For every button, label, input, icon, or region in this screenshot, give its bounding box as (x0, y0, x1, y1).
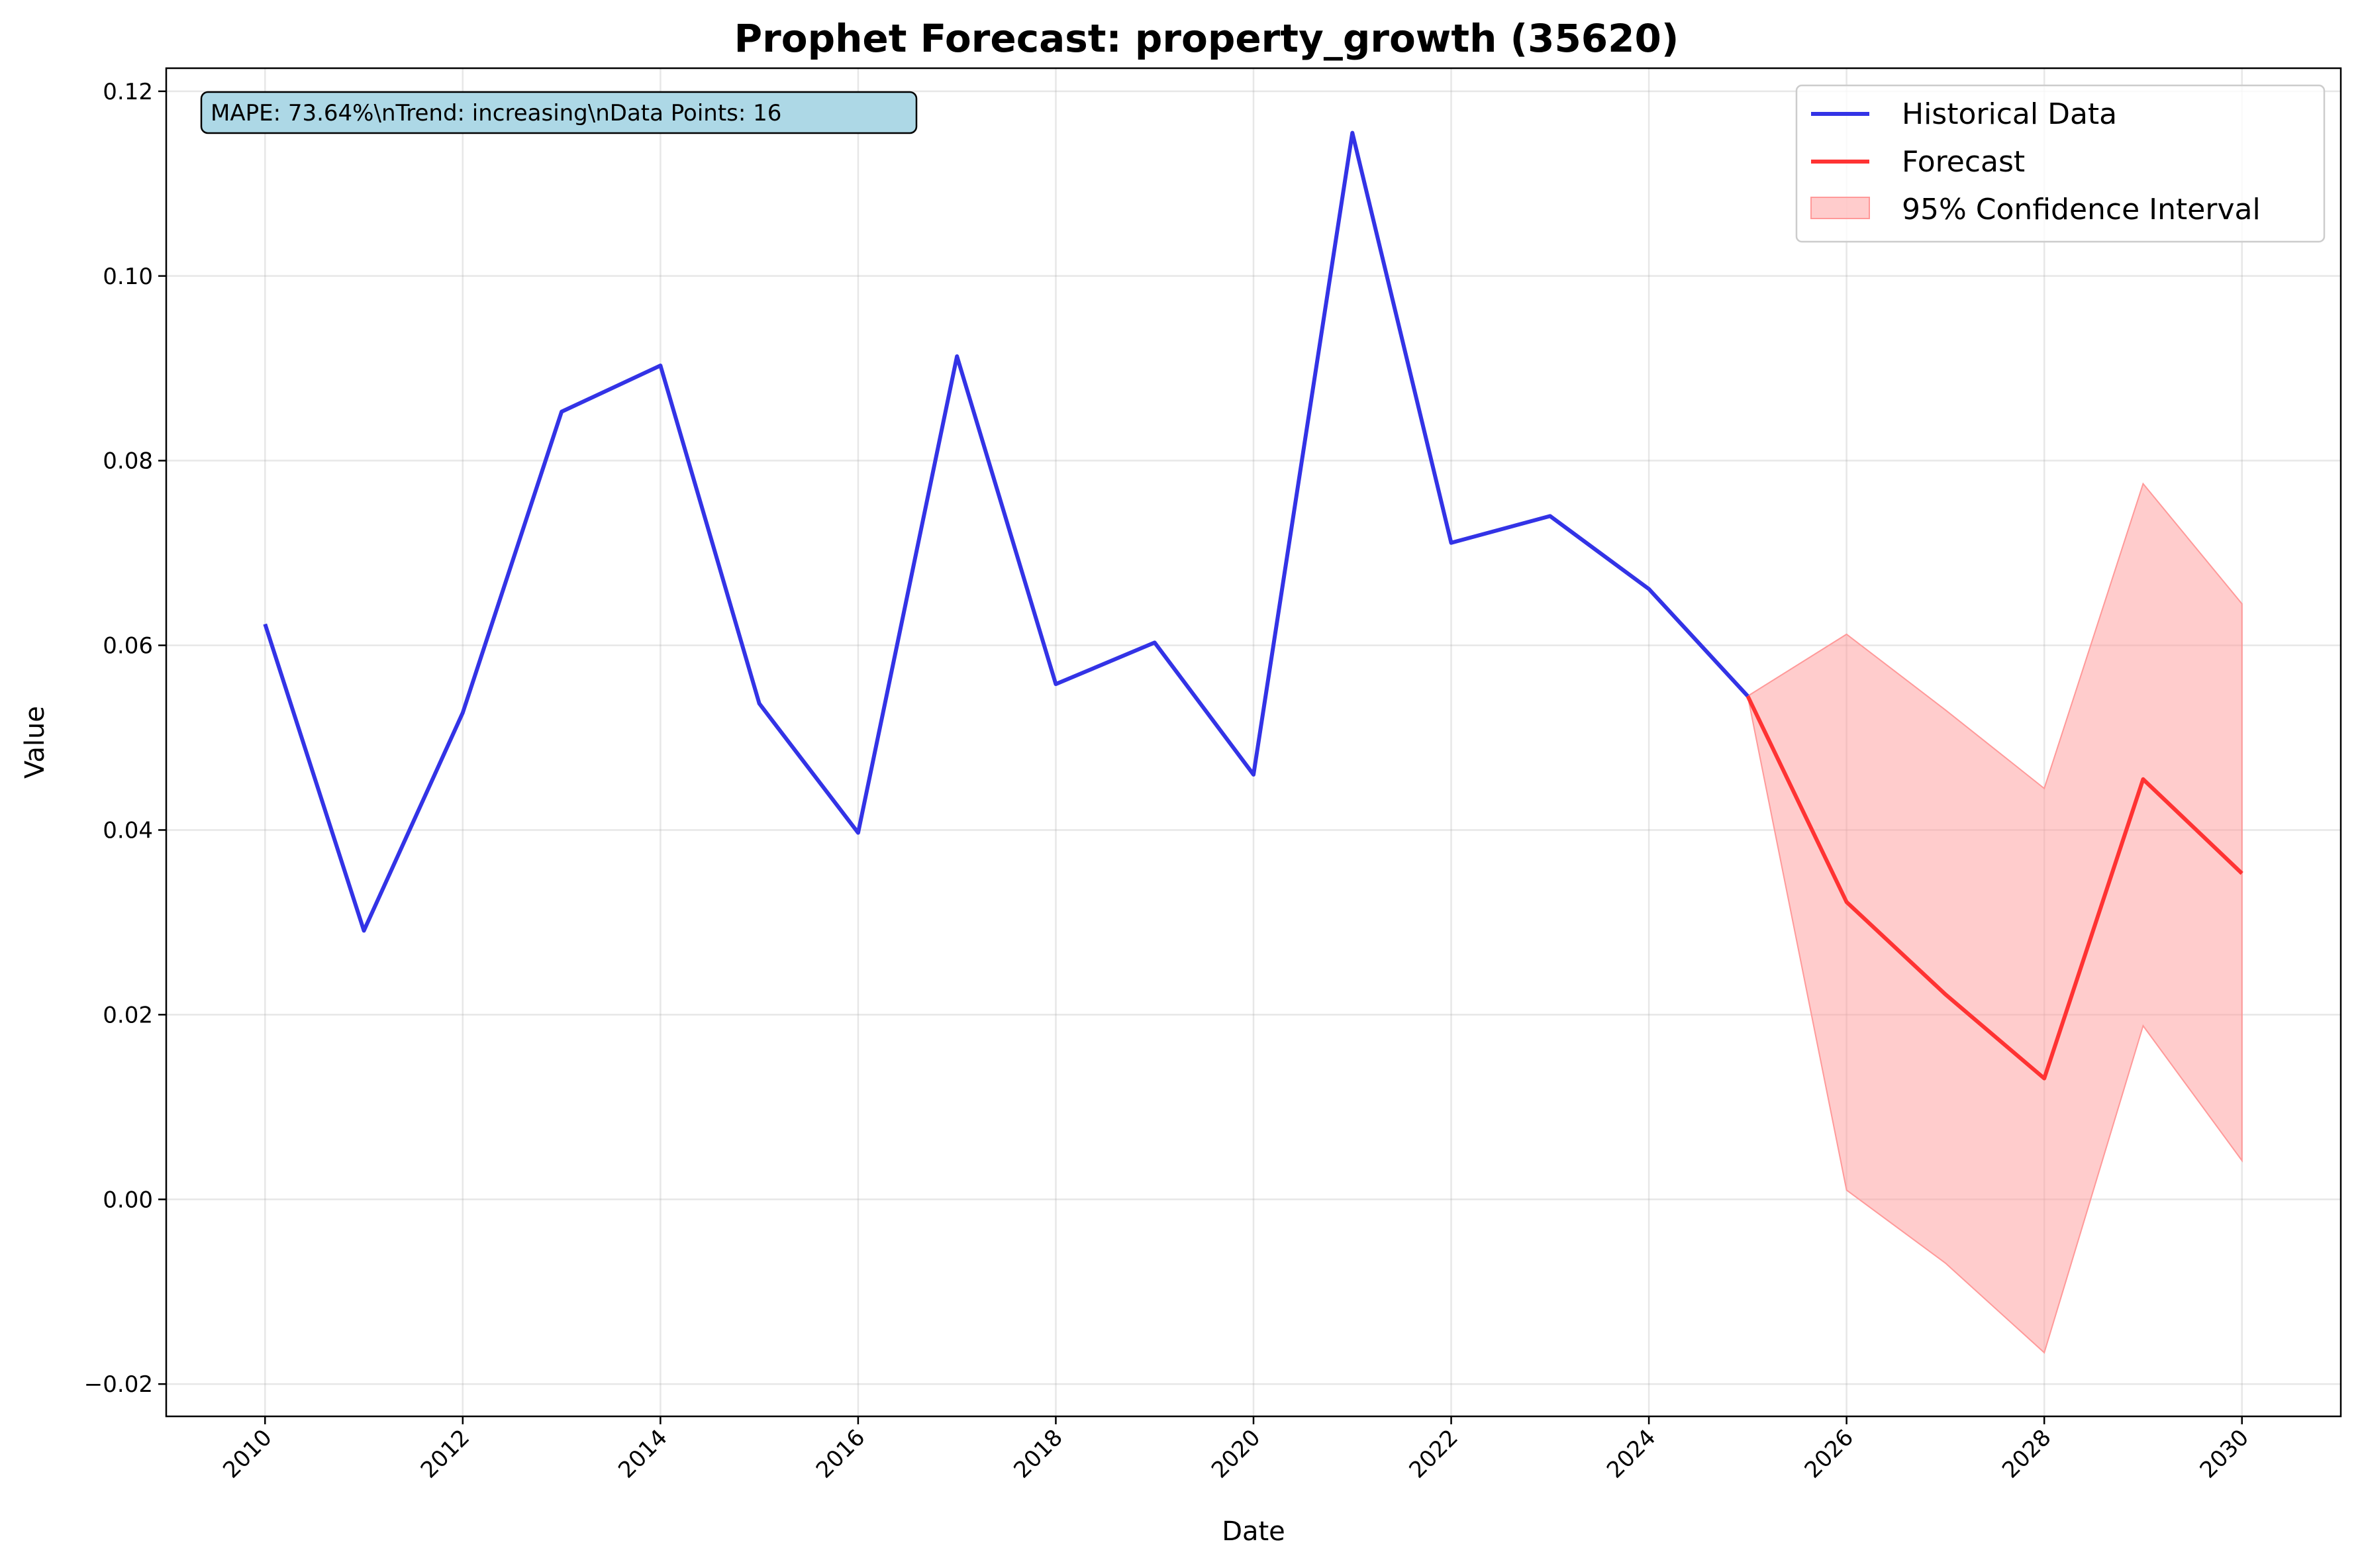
historical-data-line (263, 130, 1749, 933)
stats-annotation-text: MAPE: 73.64%\nTrend: increasing\nData Po… (211, 100, 781, 126)
y-axis-ticks: −0.02 0.00 0.02 0.04 0.06 0.08 0.10 0.12 (84, 79, 166, 1398)
series-lines (263, 130, 2243, 1081)
forecast-line (1745, 695, 2243, 1081)
y-tick-label: 0.04 (103, 817, 153, 844)
y-tick-label: 0.00 (103, 1187, 153, 1213)
y-tick-label: 0.02 (103, 1002, 153, 1028)
legend-swatch-confidence (1810, 197, 1870, 219)
legend: Historical Data Forecast 95% Confidence … (1795, 84, 2326, 243)
x-axis-label: Date (1222, 1516, 1285, 1547)
chart-title: Prophet Forecast: property_growth (35620… (734, 16, 1679, 61)
stats-annotation-box (200, 91, 918, 134)
y-tick-label: 0.06 (103, 633, 153, 660)
legend-label-forecast: Forecast (1902, 145, 2025, 179)
stats-annotation: MAPE: 73.64%\nTrend: increasing\nData Po… (200, 91, 918, 134)
y-tick-label: 0.10 (103, 264, 153, 290)
legend-label-historical: Historical Data (1902, 97, 2117, 131)
legend-box (1795, 84, 2326, 243)
y-tick-label: 0.12 (103, 79, 153, 105)
legend-label-confidence: 95% Confidence Interval (1902, 193, 2261, 226)
y-tick-label: −0.02 (84, 1371, 153, 1398)
confidence-interval-band (1747, 482, 2243, 1354)
y-tick-label: 0.08 (103, 448, 153, 475)
confidence-interval-area (1747, 482, 2243, 1354)
y-axis-label: Value (20, 706, 50, 779)
